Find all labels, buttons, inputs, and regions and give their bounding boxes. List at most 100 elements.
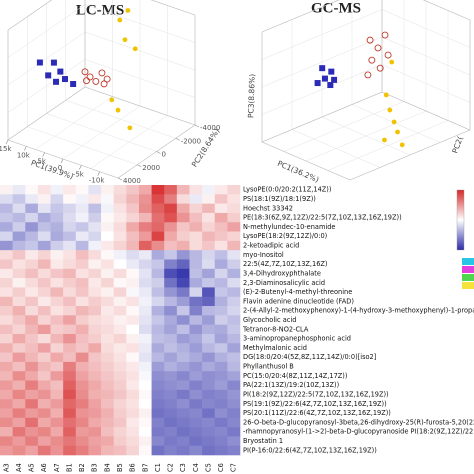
heatmap-cell	[126, 315, 140, 325]
heatmap-cell	[176, 231, 190, 242]
heatmap-cell	[63, 306, 77, 316]
column-label: B4	[103, 463, 111, 472]
heatmap-cell	[202, 315, 216, 325]
wall-grid	[381, 36, 471, 76]
heatmap-cell	[0, 343, 13, 353]
heatmap-cell	[25, 371, 39, 381]
heatmap-cell	[12, 333, 26, 344]
heatmap-cell	[126, 212, 140, 223]
heatmap-cell	[227, 436, 241, 446]
heatmap-cell	[101, 287, 114, 298]
heatmap-cell	[227, 445, 241, 456]
heatmap-cell	[12, 417, 26, 428]
axis-box	[84, 86, 196, 126]
heatmap-cell	[164, 436, 178, 446]
heatmap-cell	[0, 231, 13, 242]
point	[387, 107, 393, 113]
heatmap-cell	[63, 194, 77, 204]
heatmap-cell	[75, 361, 89, 372]
heatmap-cell	[202, 399, 216, 409]
heatmap-cell	[88, 408, 102, 419]
heatmap-cell	[126, 399, 140, 409]
heatmap-cell	[227, 380, 241, 391]
heatmap-cell	[227, 343, 241, 353]
heatmap-cell	[101, 399, 114, 409]
heatmap-cell	[113, 212, 127, 223]
point	[109, 97, 115, 103]
group-swatches	[462, 258, 474, 289]
heatmap-cell	[12, 240, 26, 251]
heatmap-cell	[214, 445, 228, 456]
heatmap-cell	[113, 259, 127, 270]
heatmap-cell	[75, 268, 89, 279]
heatmap-cell	[227, 408, 241, 419]
heatmap-cell	[151, 361, 165, 372]
heatmap-cell	[113, 324, 127, 335]
heatmap-cell	[227, 306, 241, 316]
heatmap-cell	[12, 399, 26, 409]
heatmap-cell	[126, 222, 140, 232]
point	[399, 142, 405, 148]
heatmap-cell	[126, 352, 140, 363]
heatmap-cell	[88, 240, 102, 251]
heatmap-cell	[189, 250, 203, 260]
heatmap-cell	[151, 343, 165, 353]
column-label: A4	[15, 463, 23, 472]
point	[395, 129, 400, 135]
heatmap-cell	[176, 259, 190, 270]
heatmap-cell	[88, 427, 102, 437]
heatmap-cell	[12, 259, 26, 270]
heatmap-cell	[189, 315, 203, 325]
heatmap-cell	[37, 212, 51, 223]
point	[103, 75, 111, 83]
row-label: PS(19:1(9Z)/22:6(4Z,7Z,10Z,13Z,16Z,19Z))	[243, 400, 387, 408]
heatmap-cell	[113, 315, 127, 325]
heatmap-cell	[25, 259, 39, 270]
heatmap-cell	[37, 315, 51, 325]
point	[83, 77, 90, 85]
heatmap-cell	[227, 399, 241, 409]
heatmap-cell	[202, 240, 216, 251]
heatmap-cell	[176, 445, 190, 456]
heatmap-cell	[12, 194, 26, 204]
axis-box	[381, 91, 471, 131]
heatmap-cell	[63, 259, 77, 270]
heatmap-cell	[164, 352, 178, 363]
heatmap-cell	[126, 306, 140, 316]
y-tick	[156, 151, 161, 154]
point	[117, 17, 123, 23]
heatmap-cell	[25, 212, 39, 223]
heatmap-cell	[138, 268, 152, 279]
heatmap-cell	[75, 371, 89, 381]
heatmap-cell	[189, 343, 203, 353]
heatmap-cell	[88, 315, 102, 325]
heatmap-cell	[151, 203, 165, 214]
heatmap-cell	[25, 296, 39, 307]
heatmap-cell	[101, 389, 114, 400]
heatmap-cell	[113, 278, 127, 288]
heatmap-cell	[189, 399, 203, 409]
heatmap-cell	[25, 417, 39, 428]
heatmap-cell	[214, 315, 228, 325]
point	[92, 77, 100, 85]
heatmap-cell	[138, 250, 152, 260]
heatmap-cell	[113, 333, 127, 344]
wall-grid	[84, 31, 196, 71]
heatmap-cell	[37, 417, 51, 428]
heatmap-cell	[75, 240, 89, 251]
heatmap-cell	[75, 250, 89, 260]
heatmap-cell	[214, 408, 228, 419]
heatmap-cell	[151, 185, 165, 195]
point	[366, 36, 374, 44]
floor-grid	[46, 113, 157, 152]
heatmap-cell	[126, 324, 140, 335]
heatmap-cell	[75, 389, 89, 400]
heatmap-cell	[126, 240, 140, 251]
heatmap-cell	[202, 222, 216, 232]
y-axis-label: PC2(8.64%)	[190, 127, 222, 169]
heatmap-cell	[37, 259, 51, 270]
heatmap-cell	[164, 343, 178, 353]
wall-grid	[261, 36, 383, 88]
heatmap-cell	[202, 268, 216, 279]
heatmap-cell	[101, 240, 114, 251]
